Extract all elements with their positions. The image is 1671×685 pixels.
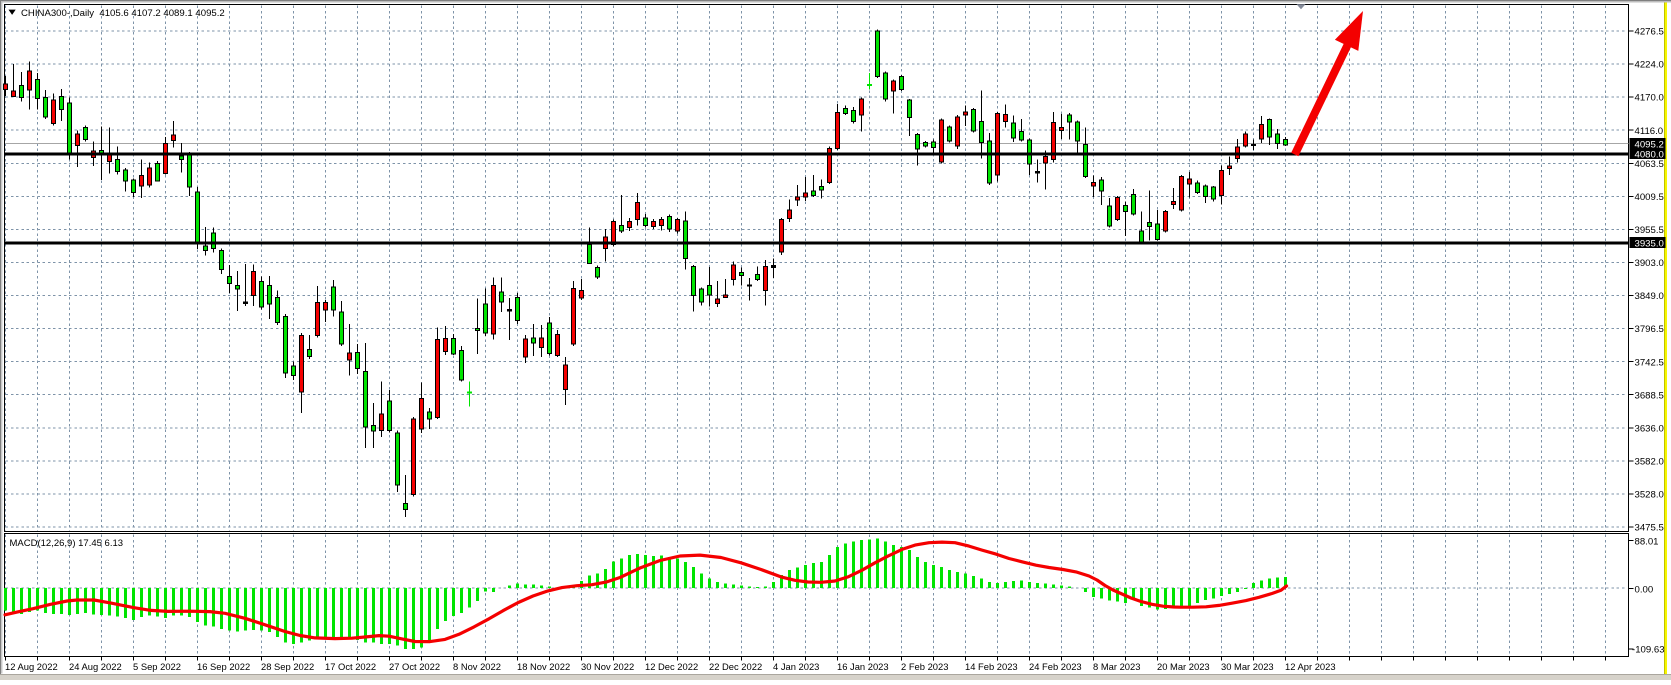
svg-text:5 Sep 2022: 5 Sep 2022 <box>133 661 181 672</box>
svg-text:3955.5: 3955.5 <box>1635 225 1664 236</box>
svg-text:12 Dec 2022: 12 Dec 2022 <box>645 661 698 672</box>
svg-text:8 Nov 2022: 8 Nov 2022 <box>453 661 501 672</box>
svg-text:3742.5: 3742.5 <box>1635 357 1664 368</box>
svg-text:24 Feb 2023: 24 Feb 2023 <box>1029 661 1082 672</box>
svg-text:3475.5: 3475.5 <box>1635 523 1664 534</box>
svg-text:0.00: 0.00 <box>1635 584 1654 595</box>
svg-text:20 Mar 2023: 20 Mar 2023 <box>1157 661 1210 672</box>
svg-text:30 Nov 2022: 30 Nov 2022 <box>581 661 634 672</box>
svg-text:3528.0: 3528.0 <box>1635 490 1664 501</box>
svg-text:3849.0: 3849.0 <box>1635 291 1664 302</box>
svg-text:30 Mar 2023: 30 Mar 2023 <box>1221 661 1274 672</box>
svg-text:MACD(12,26,9) 17.45 6.13: MACD(12,26,9) 17.45 6.13 <box>10 538 124 549</box>
svg-text:-109.63: -109.63 <box>1632 645 1665 656</box>
svg-text:4276.5: 4276.5 <box>1635 27 1664 38</box>
svg-text:16 Jan 2023: 16 Jan 2023 <box>837 661 889 672</box>
svg-text:3903.0: 3903.0 <box>1635 258 1664 269</box>
svg-text:4095.2: 4095.2 <box>1635 139 1664 150</box>
svg-text:4009.5: 4009.5 <box>1635 192 1664 203</box>
svg-text:12 Aug 2022: 12 Aug 2022 <box>5 661 58 672</box>
svg-text:3582.0: 3582.0 <box>1635 457 1664 468</box>
svg-text:3935.0: 3935.0 <box>1635 238 1664 249</box>
svg-text:2 Feb 2023: 2 Feb 2023 <box>901 661 948 672</box>
svg-text:24 Aug 2022: 24 Aug 2022 <box>69 661 122 672</box>
svg-text:16 Sep 2022: 16 Sep 2022 <box>197 661 250 672</box>
svg-text:8 Mar 2023: 8 Mar 2023 <box>1093 661 1140 672</box>
svg-text:14 Feb 2023: 14 Feb 2023 <box>965 661 1018 672</box>
svg-text:17 Oct 2022: 17 Oct 2022 <box>325 661 376 672</box>
svg-text:3636.0: 3636.0 <box>1635 423 1664 434</box>
svg-text:3796.5: 3796.5 <box>1635 324 1664 335</box>
svg-text:4063.5: 4063.5 <box>1635 159 1664 170</box>
svg-text:28 Sep 2022: 28 Sep 2022 <box>261 661 314 672</box>
svg-text:4224.0: 4224.0 <box>1635 60 1664 71</box>
svg-text:4170.0: 4170.0 <box>1635 93 1664 104</box>
svg-text:88.01: 88.01 <box>1635 536 1659 547</box>
svg-text:4080.0: 4080.0 <box>1635 150 1664 161</box>
svg-text:22 Dec 2022: 22 Dec 2022 <box>709 661 762 672</box>
svg-text:12 Apr 2023: 12 Apr 2023 <box>1285 661 1336 672</box>
svg-text:4116.0: 4116.0 <box>1635 126 1664 137</box>
svg-text:3688.5: 3688.5 <box>1635 390 1664 401</box>
svg-text:18 Nov 2022: 18 Nov 2022 <box>517 661 570 672</box>
svg-text:4 Jan 2023: 4 Jan 2023 <box>773 661 819 672</box>
svg-text:27 Oct 2022: 27 Oct 2022 <box>389 661 440 672</box>
svg-text:CHINA300-,Daily 4105.6 4107.2: CHINA300-,Daily 4105.6 4107.2 4089.1 409… <box>21 8 225 19</box>
